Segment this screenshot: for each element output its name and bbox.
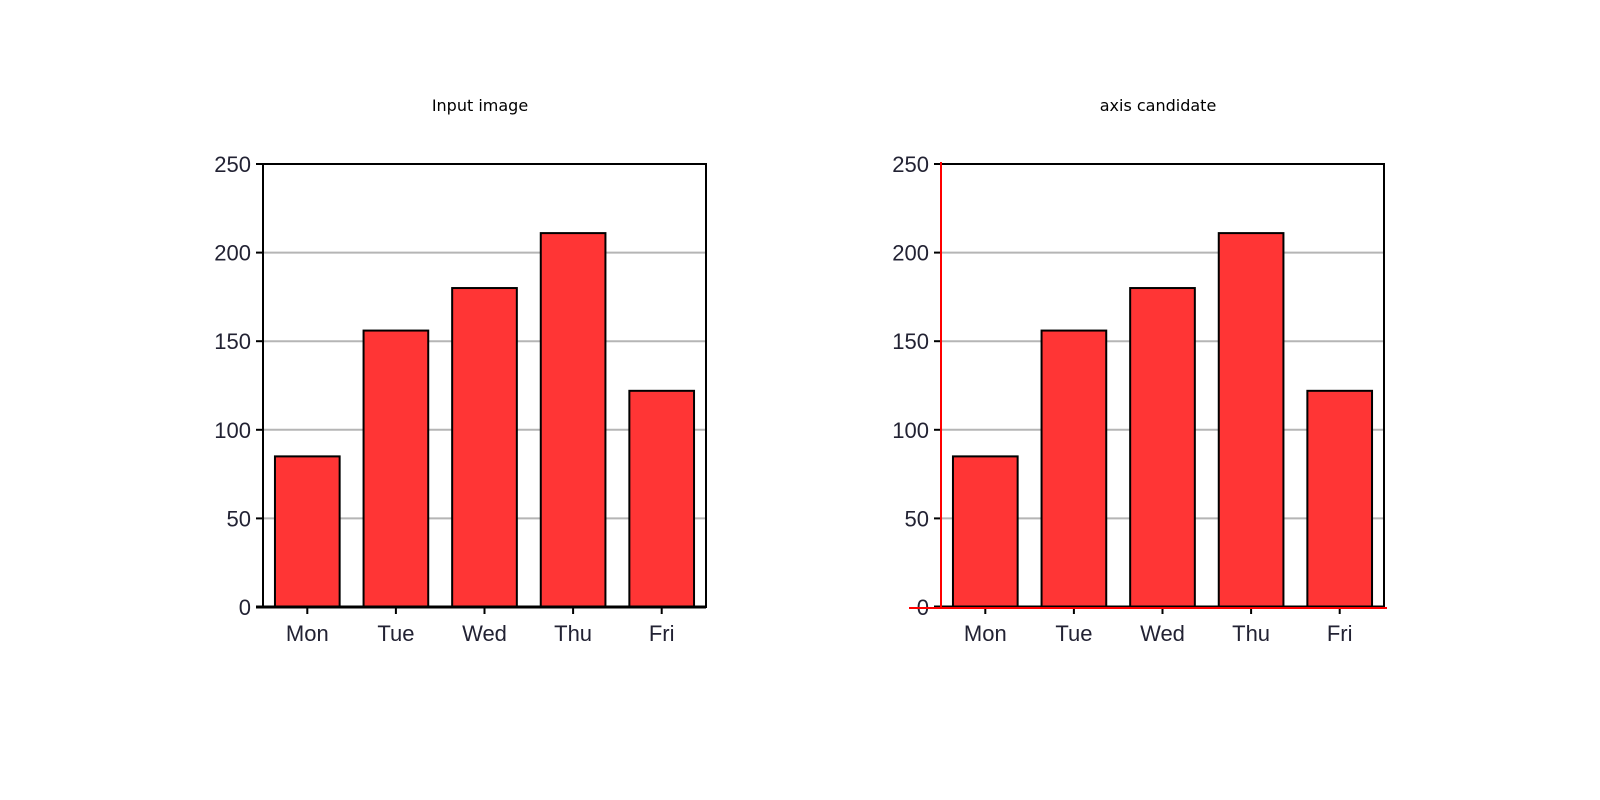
chart-title-left: Input image	[431, 96, 529, 115]
y-tick-label: 100	[214, 418, 251, 443]
y-tick-label: 50	[905, 506, 929, 531]
y-tick-label: 100	[892, 418, 929, 443]
y-tick-label: 250	[892, 152, 929, 177]
bar	[1217, 232, 1285, 608]
x-tick-label: Mon	[964, 621, 1007, 646]
x-tick-label: Wed	[462, 621, 507, 646]
bar-chart-input: 0 50 100 150 200 250 Mon Tue Wed Thu Fri	[214, 152, 707, 646]
bar	[451, 287, 518, 608]
bar	[539, 232, 607, 608]
chart-title-right: axis candidate	[1099, 96, 1217, 115]
x-tick-label: Thu	[1232, 621, 1270, 646]
bar	[273, 455, 341, 608]
x-tick-label: Fri	[649, 621, 675, 646]
x-tick-label: Tue	[1055, 621, 1092, 646]
panel-input-image: Input image 0 50 100 150 200 250 Mon Tue Wed Thu F…	[130, 0, 830, 800]
y-tick-label: 200	[214, 241, 251, 266]
y-tick-label: 150	[892, 329, 929, 354]
bar	[951, 455, 1019, 608]
x-tick-label: Wed	[1140, 621, 1185, 646]
x-tick-label: Thu	[554, 621, 592, 646]
y-tick-label: 0	[239, 595, 251, 620]
bar	[1129, 287, 1196, 608]
x-tick-label: Tue	[377, 621, 414, 646]
panel-axis-candidate: axis candidate 0 50 100 150 200 250 Mon Tue Wed T…	[808, 0, 1508, 800]
bar	[362, 329, 430, 608]
bar	[1306, 389, 1374, 609]
y-tick-label: 150	[214, 329, 251, 354]
x-tick-label: Mon	[286, 621, 329, 646]
x-tick-label: Fri	[1327, 621, 1353, 646]
bar	[628, 389, 696, 609]
y-tick-label: 250	[214, 152, 251, 177]
bar	[1040, 329, 1108, 608]
y-tick-label: 200	[892, 241, 929, 266]
y-tick-label: 50	[227, 506, 251, 531]
